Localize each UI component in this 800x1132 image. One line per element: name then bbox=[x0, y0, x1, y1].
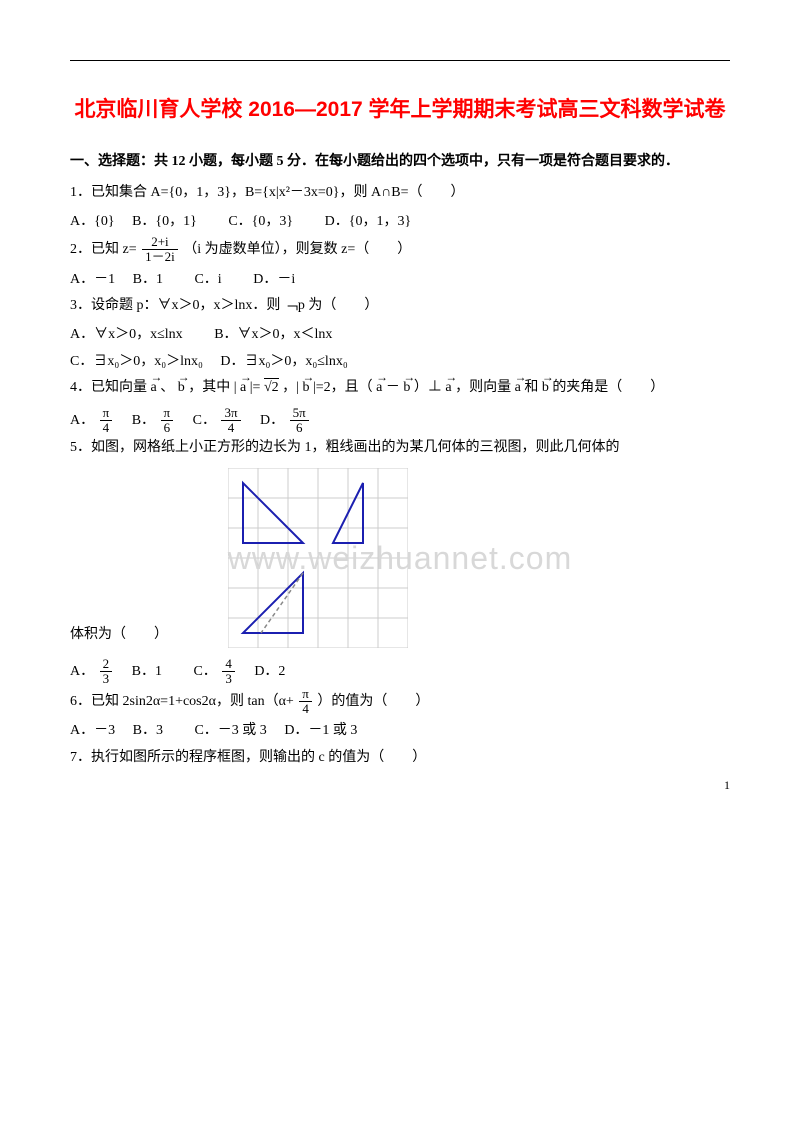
q5c-d: 3 bbox=[222, 672, 235, 686]
three-view-svg-icon bbox=[228, 468, 408, 648]
q6-opt-d: D．－1 或 3 bbox=[284, 723, 357, 738]
q4-c-pre: C． bbox=[193, 413, 216, 428]
q4-m4: |=2，且（ bbox=[313, 380, 373, 395]
question-3-options-row1: A．∀x＞0，x≤lnx B．∀x＞0，x＜lnx bbox=[70, 322, 730, 349]
top-rule bbox=[70, 60, 730, 61]
vector-a-icon: a bbox=[240, 375, 246, 402]
q4b-n: π bbox=[161, 406, 174, 421]
q5-opt-d: D．2 bbox=[254, 664, 285, 679]
vector-a-icon: a bbox=[515, 375, 521, 402]
vector-b-icon: b bbox=[403, 375, 410, 402]
q2-opt-b: B．1 bbox=[133, 272, 163, 287]
question-4: 4．已知向量 a 、 b ，其中 | a |= √2 ，| b |=2，且（ a… bbox=[70, 375, 730, 402]
q2-suffix: （i 为虚数单位），则复数 z=（ ） bbox=[183, 242, 411, 257]
vector-b-icon: b bbox=[302, 375, 309, 402]
q4-m3: ，| bbox=[282, 380, 299, 395]
q4b-d: 6 bbox=[161, 421, 174, 435]
q4-m8: 和 bbox=[524, 380, 538, 395]
q6-opt-b: B．3 bbox=[133, 723, 163, 738]
q4c-n: 3π bbox=[221, 406, 240, 421]
q4c-d: 4 bbox=[221, 421, 240, 435]
vector-a-icon: a bbox=[445, 375, 451, 402]
exam-title: 北京临川育人学校 2016—2017 学年上学期期末考试高三文科数学试卷 bbox=[70, 91, 730, 129]
q4-d-pre: D． bbox=[260, 413, 284, 428]
question-1-options: A．{0} B．{0，1} C．{0，3} D．{0，1，3} bbox=[70, 209, 730, 236]
q4-m7: ，则向量 bbox=[455, 380, 511, 395]
q5-frac-a: 23 bbox=[100, 657, 113, 687]
q5-opt-b: B．1 bbox=[132, 664, 162, 679]
figure-5-row: 体积为（ ） bbox=[70, 464, 730, 657]
q3-opt-b: B．∀x＞0，x＜lnx bbox=[214, 327, 332, 342]
q4-m1: ，其中 | bbox=[188, 380, 236, 395]
q3-opt-a: A．∀x＞0，x≤lnx bbox=[70, 327, 183, 342]
q1-opt-c: C．{0，3} bbox=[228, 214, 293, 229]
three-view-figure bbox=[228, 468, 408, 653]
q2-fraction: 2+i 1－2i bbox=[142, 235, 178, 265]
q6-frac: π4 bbox=[299, 687, 312, 717]
q4-frac-c: 3π4 bbox=[221, 406, 240, 436]
q2-frac-num: 2+i bbox=[142, 235, 178, 250]
page-number: 1 bbox=[724, 778, 730, 793]
q2-prefix: 2．已知 z= bbox=[70, 242, 137, 257]
question-4-options: A． π4 B． π6 C． 3π4 D． 5π6 bbox=[70, 406, 730, 436]
vector-a-icon: a bbox=[376, 375, 382, 402]
question-2-options: A．－1 B．1 C．i D．－i bbox=[70, 267, 730, 294]
section-1-header: 一、选择题：共 12 小题，每小题 5 分．在每小题给出的四个选项中，只有一项是… bbox=[70, 149, 730, 174]
question-3: 3．设命题 p：∀x＞0，x＞lnx．则 ﹁p 为（ ） bbox=[70, 293, 730, 320]
question-6-options: A．－3 B．3 C．－3 或 3 D．－1 或 3 bbox=[70, 718, 730, 745]
q2-opt-d: D．－i bbox=[253, 272, 295, 287]
q4-sep1: 、 bbox=[160, 380, 174, 395]
q2-frac-den: 1－2i bbox=[142, 250, 178, 264]
q6-d: 4 bbox=[299, 702, 312, 716]
q5a-n: 2 bbox=[100, 657, 113, 672]
vector-a-icon: a bbox=[151, 375, 157, 402]
q5-c-pre: C． bbox=[193, 664, 216, 679]
q4-a-pre: A． bbox=[70, 413, 94, 428]
question-5: 5．如图，网格纸上小正方形的边长为 1，粗线画出的为某几何体的三视图，则此几何体… bbox=[70, 435, 730, 462]
q1-opt-b: B．{0，1} bbox=[132, 214, 197, 229]
q4a-n: π bbox=[100, 406, 113, 421]
sqrt2-icon: √2 bbox=[264, 378, 279, 395]
q4-m9: 的夹角是（ ） bbox=[552, 380, 664, 395]
q4-frac-d: 5π6 bbox=[290, 406, 309, 436]
q4d-n: 5π bbox=[290, 406, 309, 421]
q4-m6: ）⊥ bbox=[414, 380, 442, 395]
question-7: 7．执行如图所示的程序框图，则输出的 c 的值为（ ） bbox=[70, 745, 730, 772]
q5-frac-c: 43 bbox=[222, 657, 235, 687]
q6-prefix: 6．已知 2sin2α=1+cos2α，则 tan（α+ bbox=[70, 694, 294, 709]
q5a-d: 3 bbox=[100, 672, 113, 686]
q4-frac-a: π4 bbox=[100, 406, 113, 436]
vector-b-icon: b bbox=[178, 375, 185, 402]
q1-opt-d: D．{0，1，3} bbox=[325, 214, 412, 229]
q5-suffix: 体积为（ ） bbox=[70, 622, 168, 649]
q4d-d: 6 bbox=[290, 421, 309, 435]
question-2: 2．已知 z= 2+i 1－2i （i 为虚数单位），则复数 z=（ ） bbox=[70, 235, 730, 265]
question-5-options: A． 23 B．1 C． 43 D．2 bbox=[70, 657, 730, 687]
q6-n: π bbox=[299, 687, 312, 702]
q1-opt-a: A．{0} bbox=[70, 214, 115, 229]
question-1: 1．已知集合 A={0，1，3}，B={x|x²－3x=0}，则 A∩B=（ ） bbox=[70, 180, 730, 207]
question-3-options-row2: C．∃x₀＞0，x₀＞lnx₀ D．∃x₀＞0，x₀≤lnx₀ bbox=[70, 349, 730, 376]
q4a-d: 4 bbox=[100, 421, 113, 435]
q6-suffix: ）的值为（ ） bbox=[317, 694, 429, 709]
q6-opt-a: A．－3 bbox=[70, 723, 115, 738]
q2-opt-c: C．i bbox=[194, 272, 221, 287]
q4-prefix: 4．已知向量 bbox=[70, 380, 151, 395]
q2-opt-a: A．－1 bbox=[70, 272, 115, 287]
q6-opt-c: C．－3 或 3 bbox=[194, 723, 266, 738]
question-6: 6．已知 2sin2α=1+cos2α，则 tan（α+ π4 ）的值为（ ） bbox=[70, 687, 730, 717]
vector-b-icon: b bbox=[542, 375, 549, 402]
q5-a-pre: A． bbox=[70, 664, 94, 679]
q5c-n: 4 bbox=[222, 657, 235, 672]
q4-frac-b: π6 bbox=[161, 406, 174, 436]
q4-b-pre: B． bbox=[132, 413, 155, 428]
